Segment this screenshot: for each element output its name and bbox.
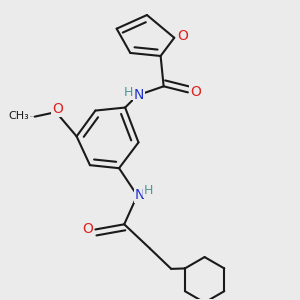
Text: H: H <box>124 86 133 99</box>
Text: O: O <box>82 223 93 236</box>
Text: O: O <box>177 29 188 43</box>
Text: CH₃: CH₃ <box>8 111 29 121</box>
Text: H: H <box>144 184 154 197</box>
Text: N: N <box>134 188 145 202</box>
Text: N: N <box>134 88 144 102</box>
Text: O: O <box>52 102 63 116</box>
Text: methoxy: methoxy <box>29 116 35 117</box>
Text: O: O <box>190 85 201 99</box>
